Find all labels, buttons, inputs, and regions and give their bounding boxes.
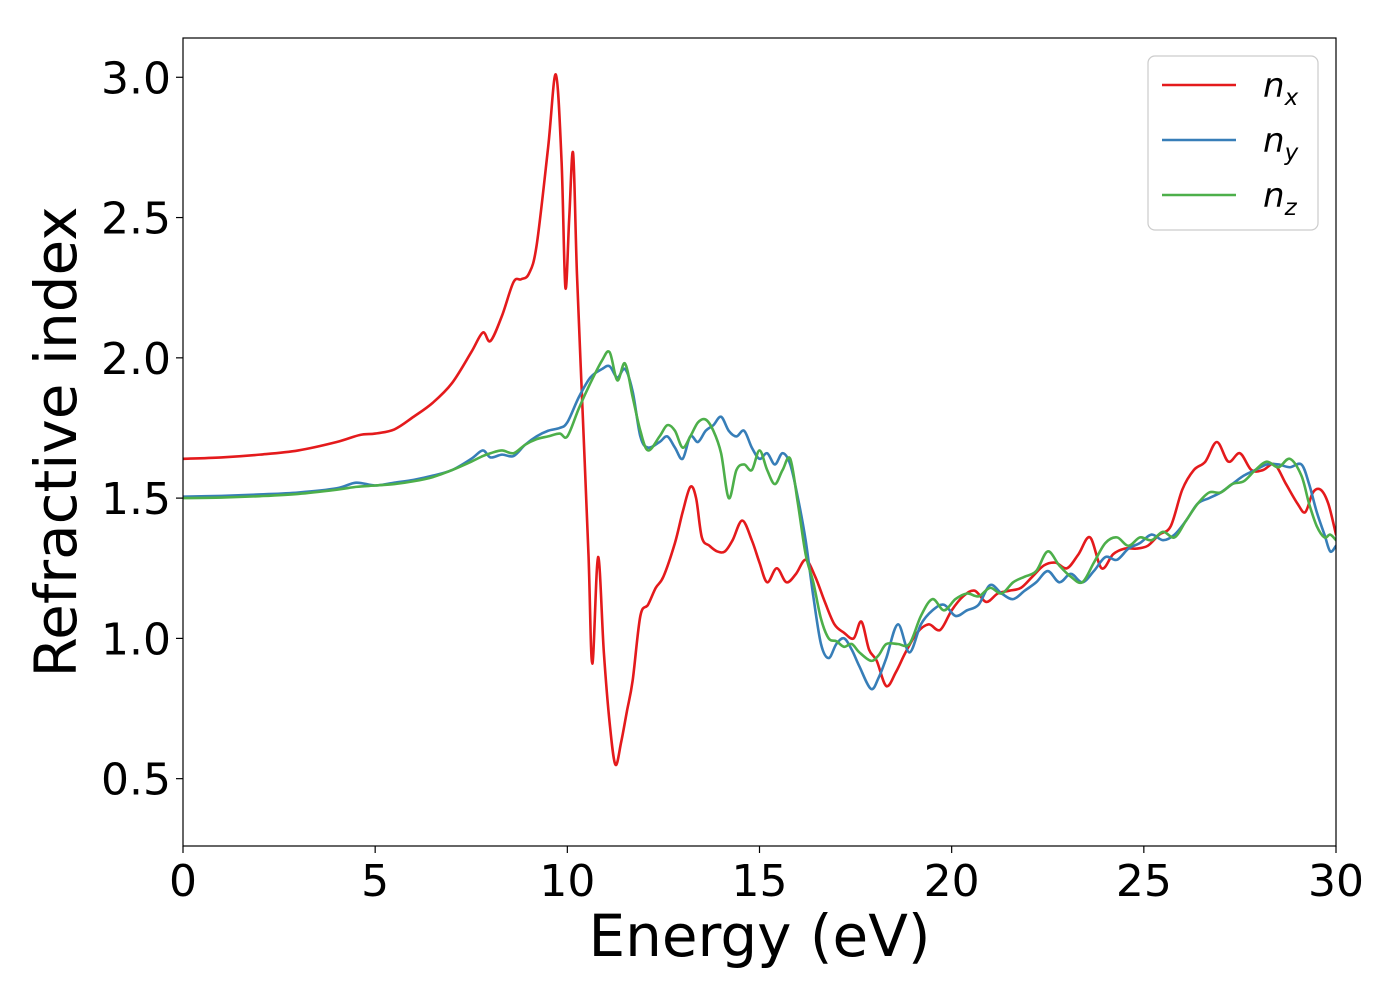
series-line-ny [183,364,1336,691]
x-tick-label: 10 [539,856,595,907]
x-tick-label: 20 [924,856,980,907]
y-tick-label: 0.5 [101,755,171,806]
x-axis-ticks: 0 5 10 15 20 25 30 [169,846,1364,907]
x-axis-label: Energy (eV) [588,902,930,970]
series-line-nz [183,350,1336,663]
legend-label-subscript: x [1284,85,1299,111]
legend-box [1147,55,1319,231]
x-tick-label: 15 [732,856,788,907]
legend-label-base: n [1263,176,1285,216]
legend-label-subscript: z [1284,195,1298,221]
plot-area [183,38,1336,846]
y-tick-label: 2.5 [101,194,171,245]
x-tick-label: 30 [1308,856,1364,907]
y-tick-label: 3.0 [101,53,171,104]
legend-label-base: n [1263,121,1285,161]
x-tick-label: 5 [361,856,389,907]
series-line-nx [183,73,1336,767]
series-layer [183,73,1336,767]
legend-label-nz: nz [1263,176,1298,221]
legend-label-subscript: y [1284,140,1299,166]
legend-label-nx: nx [1263,66,1299,111]
y-tick-label: 2.0 [101,334,171,385]
x-tick-label: 0 [169,856,197,907]
y-axis-label: Refractive index [22,206,90,677]
x-tick-label: 25 [1116,856,1172,907]
y-tick-label: 1.5 [101,474,171,525]
legend-label-base: n [1263,66,1285,106]
legend-label-ny: ny [1263,121,1299,166]
y-tick-label: 1.0 [101,614,171,665]
y-axis-ticks: 0.5 1.0 1.5 2.0 2.5 3.0 [101,53,183,806]
